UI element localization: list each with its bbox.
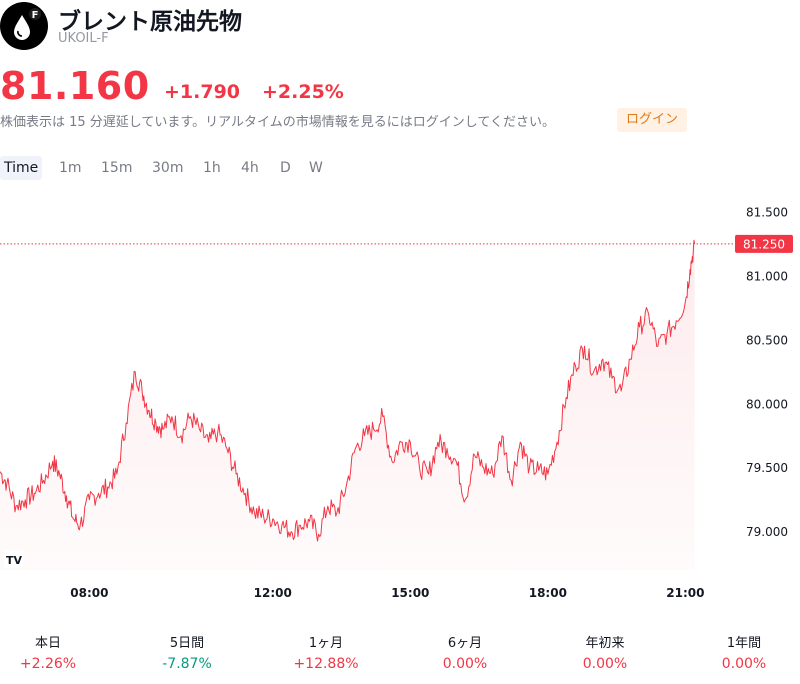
- perf-item-1m[interactable]: 1ヶ月 +12.88%: [271, 634, 381, 674]
- tab-time[interactable]: Time: [0, 156, 43, 180]
- y-tick-label: 80.500: [746, 333, 788, 347]
- y-tick-label: 81.500: [746, 205, 788, 219]
- x-tick-label: 15:00: [391, 586, 429, 600]
- perf-item-6m[interactable]: 6ヶ月 0.00%: [410, 634, 520, 674]
- perf-label: 1ヶ月: [308, 636, 344, 651]
- last-price-badge-label: 81.250: [743, 237, 785, 251]
- symbol-header: F ブレント原油先物 UKOIL-F: [0, 0, 800, 50]
- tab-d[interactable]: D: [280, 160, 291, 176]
- x-tick-label: 08:00: [70, 586, 108, 600]
- perf-label: 6ヶ月: [447, 636, 483, 651]
- price-change: +1.790: [164, 81, 241, 103]
- perf-value: 0.00%: [442, 656, 488, 672]
- perf-item-today[interactable]: 本日 +2.26%: [0, 634, 103, 674]
- tab-15m[interactable]: 15m: [101, 160, 133, 176]
- perf-item-ytd[interactable]: 年初来 0.00%: [550, 634, 660, 674]
- page-title: ブレント原油先物: [58, 9, 242, 35]
- x-tick-label: 18:00: [529, 586, 567, 600]
- tab-4h[interactable]: 4h: [241, 160, 259, 176]
- login-button[interactable]: ログイン: [617, 108, 688, 132]
- delay-notice: 株価表示は 15 分遅延しています。リアルタイムの市場情報を見るにはログインして…: [0, 115, 555, 130]
- watermark-text: TV: [6, 554, 23, 567]
- x-tick-label: 21:00: [666, 586, 704, 600]
- perf-label: 年初来: [585, 636, 625, 651]
- tradingview-watermark-icon[interactable]: TV: [4, 550, 24, 568]
- x-tick-label: 12:00: [254, 586, 292, 600]
- price-change-percent: +2.25%: [262, 81, 344, 103]
- perf-value: 0.00%: [582, 656, 628, 672]
- perf-value: 0.00%: [721, 656, 767, 672]
- ticker-symbol: UKOIL-F: [58, 31, 109, 46]
- tab-w[interactable]: W: [309, 160, 323, 176]
- perf-label: 5日間: [169, 636, 205, 651]
- y-tick-label: 79.500: [746, 461, 788, 475]
- last-price: 81.160: [0, 64, 150, 108]
- perf-value: +12.88%: [293, 656, 359, 672]
- oil-drop-icon: F: [0, 2, 48, 50]
- perf-value: -7.87%: [162, 656, 212, 672]
- last-price-badge: [735, 234, 793, 253]
- price-quote: 81.160 +1.790 +2.25%: [0, 64, 800, 108]
- y-tick-label: 79.000: [746, 525, 788, 539]
- chart-canvas[interactable]: 81.500 81.000 80.500 80.000 79.500 79.000 08:…: [0, 180, 800, 610]
- performance-summary: 本日 +2.26% 5日間 -7.87% 1ヶ月 +12.88% 6ヶ月 0.0…: [0, 634, 800, 678]
- y-tick-label: 80.000: [746, 397, 788, 411]
- price-line: [0, 239, 696, 542]
- price-area-fill: [0, 240, 695, 570]
- tab-1m[interactable]: 1m: [59, 160, 82, 176]
- perf-item-5d[interactable]: 5日間 -7.87%: [132, 634, 242, 674]
- y-tick-label: 81.000: [746, 269, 788, 283]
- tab-1h[interactable]: 1h: [203, 160, 221, 176]
- perf-item-1y[interactable]: 1年間 0.00%: [689, 634, 799, 674]
- perf-label: 1年間: [726, 636, 762, 651]
- tab-30m[interactable]: 30m: [152, 160, 184, 176]
- perf-label: 本日: [34, 636, 61, 651]
- logo-badge: F: [32, 10, 39, 21]
- price-chart[interactable]: 81.500 81.000 80.500 80.000 79.500 79.000 08:…: [0, 180, 800, 610]
- perf-value: +2.26%: [19, 656, 77, 672]
